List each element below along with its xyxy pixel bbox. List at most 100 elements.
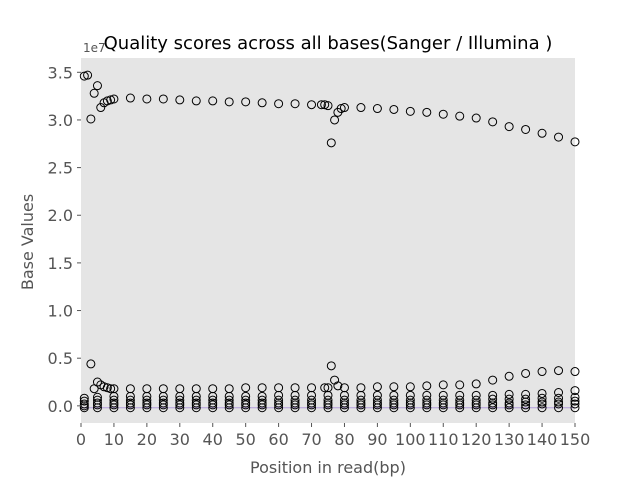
y-tick-label: 1.0	[48, 302, 73, 321]
data-point	[92, 400, 102, 410]
data-point	[290, 403, 300, 413]
data-point	[125, 93, 135, 103]
data-point	[554, 403, 564, 413]
data-point	[274, 403, 284, 413]
data-point	[330, 115, 340, 125]
y-axis-label: Base Values	[18, 194, 37, 290]
data-point	[208, 391, 218, 401]
data-point	[339, 103, 349, 113]
x-tick-label: 10	[104, 430, 124, 449]
data-point	[158, 391, 168, 401]
data-point	[356, 103, 366, 113]
data-point	[488, 375, 498, 385]
x-tick-label: 80	[334, 430, 354, 449]
data-point	[438, 403, 448, 413]
data-point	[175, 95, 185, 105]
data-point	[504, 400, 514, 410]
data-point	[422, 381, 432, 391]
data-point	[208, 403, 218, 413]
data-point	[570, 367, 580, 377]
data-point	[471, 403, 481, 413]
data-point	[89, 88, 99, 98]
data-point	[554, 393, 564, 403]
data-point	[339, 400, 349, 410]
x-tick-label: 60	[268, 430, 288, 449]
data-point	[86, 114, 96, 124]
data-point	[389, 382, 399, 392]
data-point	[191, 403, 201, 413]
data-point	[241, 403, 251, 413]
data-point	[290, 400, 300, 410]
data-point	[504, 389, 514, 399]
data-point	[372, 403, 382, 413]
x-tick-label: 30	[170, 430, 190, 449]
data-point	[125, 391, 135, 401]
data-point	[372, 400, 382, 410]
data-point	[79, 396, 89, 406]
x-axis: 0 10 20 30 40 50 60 70 80 90 100 110 120 130 140 150	[76, 423, 590, 449]
data-point	[570, 399, 580, 409]
data-point	[521, 124, 531, 134]
data-point	[109, 403, 119, 413]
data-point	[326, 361, 336, 371]
data-point	[224, 403, 234, 413]
data-point	[405, 400, 415, 410]
data-point	[83, 70, 93, 80]
y-tick-label: 2.0	[48, 206, 73, 225]
y-tick-label: 1.5	[48, 254, 73, 273]
data-point	[504, 371, 514, 381]
x-tick-label: 0	[76, 430, 86, 449]
data-point	[142, 400, 152, 410]
x-tick-label: 50	[235, 430, 255, 449]
data-point	[372, 104, 382, 114]
data-point	[521, 394, 531, 404]
data-point	[191, 400, 201, 410]
data-point	[96, 103, 106, 113]
x-tick-label: 140	[527, 430, 558, 449]
data-point	[471, 113, 481, 123]
data-point	[79, 403, 89, 413]
data-point	[389, 400, 399, 410]
data-point	[106, 384, 116, 394]
data-point	[92, 403, 102, 413]
x-tick-label: 90	[367, 430, 387, 449]
data-point	[307, 403, 317, 413]
data-point	[175, 400, 185, 410]
x-tick-label: 120	[461, 430, 492, 449]
data-point	[504, 394, 514, 404]
data-point	[158, 400, 168, 410]
data-point	[175, 391, 185, 401]
data-point	[257, 391, 267, 401]
data-point	[323, 101, 333, 111]
data-point	[554, 132, 564, 142]
x-tick-label: 20	[137, 430, 157, 449]
data-point	[537, 403, 547, 413]
x-tick-label: 100	[395, 430, 426, 449]
y-offset-label: 1e7	[83, 41, 106, 55]
data-point	[320, 383, 330, 393]
y-axis: 0.0 0.5 1.0 1.5 2.0 2.5 3.0 3.5	[48, 63, 81, 416]
x-tick-label: 150	[560, 430, 591, 449]
data-point	[316, 100, 326, 110]
y-tick-label: 0.0	[48, 397, 73, 416]
data-point	[422, 400, 432, 410]
data-point	[257, 403, 267, 413]
data-point	[257, 400, 267, 410]
data-point	[471, 400, 481, 410]
data-point	[290, 99, 300, 109]
data-point	[488, 394, 498, 404]
data-point	[537, 388, 547, 398]
data-point	[554, 388, 564, 398]
data-point	[224, 391, 234, 401]
data-point	[224, 400, 234, 410]
data-point	[356, 403, 366, 413]
data-point	[208, 96, 218, 106]
chart-title: Quality scores across all bases(Sanger /…	[104, 33, 553, 54]
data-point	[405, 106, 415, 116]
data-point	[554, 399, 564, 409]
data-point	[307, 400, 317, 410]
data-point	[521, 403, 531, 413]
data-point	[438, 400, 448, 410]
data-point	[570, 403, 580, 413]
